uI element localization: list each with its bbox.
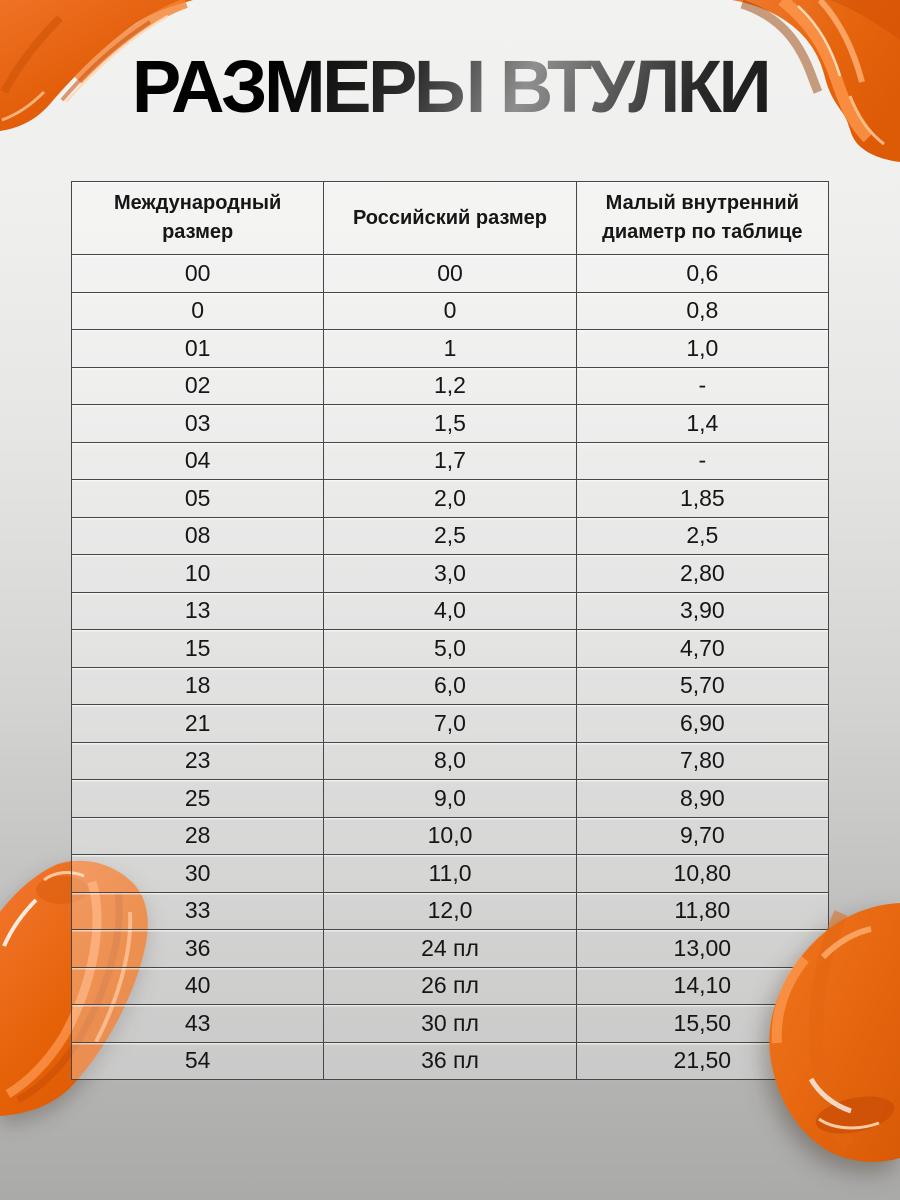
table-row: 03 1,5 1,4 <box>70 404 830 443</box>
table-cell: 26 пл <box>323 966 577 1005</box>
table-cell: 0,6 <box>575 254 830 293</box>
table-cell: 1,4 <box>575 404 830 443</box>
table-cell: 7,80 <box>575 741 830 780</box>
table-cell: 08 <box>70 516 325 555</box>
table-cell: 8,90 <box>575 779 830 818</box>
table-cell: 11,80 <box>575 891 830 930</box>
table-cell: 5,70 <box>575 666 830 705</box>
table-cell: 4,70 <box>575 629 830 668</box>
table-row: 21 7,0 6,90 <box>70 704 830 743</box>
table-cell: 18 <box>70 666 325 705</box>
table-cell: 11,0 <box>323 854 577 893</box>
table-cell: 7,0 <box>323 704 577 743</box>
table-cell: 0,8 <box>575 291 830 330</box>
table-cell: 2,80 <box>575 554 830 593</box>
table-cell: 25 <box>70 779 325 818</box>
table-cell: 00 <box>323 254 577 293</box>
table-cell: 0 <box>323 291 577 330</box>
table-cell: 2,5 <box>323 516 577 555</box>
table-row: 33 12,0 11,80 <box>70 891 830 930</box>
table-cell: 8,0 <box>323 741 577 780</box>
table-cell: 6,0 <box>323 666 577 705</box>
table-row: 54 36 пл 21,50 <box>70 1041 830 1080</box>
table-cell: 14,10 <box>575 966 830 1005</box>
table-cell: 21,50 <box>575 1041 830 1080</box>
column-header-russian-size: Российский размер <box>323 181 577 255</box>
table-row: 00 00 0,6 <box>70 254 830 293</box>
table-cell: - <box>575 366 830 405</box>
table-cell: 00 <box>70 254 325 293</box>
table-cell: 3,0 <box>323 554 577 593</box>
table-row: 23 8,0 7,80 <box>70 741 830 780</box>
table-row: 25 9,0 8,90 <box>70 779 830 818</box>
table-cell: 13,00 <box>575 929 830 968</box>
table-row: 30 11,0 10,80 <box>70 854 830 893</box>
table-cell: 05 <box>70 479 325 518</box>
table-cell: 0 <box>70 291 325 330</box>
table-cell: 15,50 <box>575 1004 830 1043</box>
size-table-header: Международный размер Российский размер М… <box>70 181 830 255</box>
table-row: 0 0 0,8 <box>70 291 830 330</box>
table-row: 28 10,0 9,70 <box>70 816 830 855</box>
table-row: 40 26 пл 14,10 <box>70 966 830 1005</box>
table-cell: 28 <box>70 816 325 855</box>
table-cell: 5,0 <box>323 629 577 668</box>
table-cell: 24 пл <box>323 929 577 968</box>
table-cell: 02 <box>70 366 325 405</box>
table-cell: 15 <box>70 629 325 668</box>
table-cell: 1,85 <box>575 479 830 518</box>
table-cell: 13 <box>70 591 325 630</box>
table-cell: 1,5 <box>323 404 577 443</box>
table-row: 04 1,7- <box>70 441 830 480</box>
page-title: РАЗМЕРЫ ВТУЛКИ <box>0 45 900 129</box>
table-cell: 1 <box>323 329 577 368</box>
table-row: 43 30 пл 15,50 <box>70 1004 830 1043</box>
table-cell: 21 <box>70 704 325 743</box>
table-cell: 1,7 <box>323 441 577 480</box>
table-cell: 33 <box>70 891 325 930</box>
table-row: 01 1 1,0 <box>70 329 830 368</box>
table-cell: 43 <box>70 1004 325 1043</box>
table-row: 10 3,0 2,80 <box>70 554 830 593</box>
table-cell: 01 <box>70 329 325 368</box>
table-row: 02 1,2- <box>70 366 830 405</box>
table-cell: 1,0 <box>575 329 830 368</box>
table-cell: 36 пл <box>323 1041 577 1080</box>
table-cell: 3,90 <box>575 591 830 630</box>
table-cell: 36 <box>70 929 325 968</box>
table-cell: 10,80 <box>575 854 830 893</box>
table-cell: 1,2 <box>323 366 577 405</box>
table-cell: 54 <box>70 1041 325 1080</box>
table-cell: 10,0 <box>323 816 577 855</box>
table-cell: 23 <box>70 741 325 780</box>
table-cell: 9,70 <box>575 816 830 855</box>
table-cell: 30 пл <box>323 1004 577 1043</box>
table-cell: 03 <box>70 404 325 443</box>
table-row: 18 6,0 5,70 <box>70 666 830 705</box>
table-cell: - <box>575 441 830 480</box>
table-cell: 10 <box>70 554 325 593</box>
column-header-inner-diameter: Малый внутренний диаметр по таблице <box>575 181 830 255</box>
column-header-international-size: Международный размер <box>70 181 325 255</box>
table-row: 15 5,0 4,70 <box>70 629 830 668</box>
table-row: 36 24 пл 13,00 <box>70 929 830 968</box>
table-cell: 2,0 <box>323 479 577 518</box>
table-cell: 40 <box>70 966 325 1005</box>
table-row: 05 2,0 1,85 <box>70 479 830 518</box>
size-table: Международный размер Российский размер М… <box>70 181 830 1080</box>
table-cell: 12,0 <box>323 891 577 930</box>
table-row: 08 2,5 2,5 <box>70 516 830 555</box>
table-row: 13 4,0 3,90 <box>70 591 830 630</box>
table-cell: 2,5 <box>575 516 830 555</box>
header-row: Международный размер Российский размер М… <box>70 181 830 255</box>
table-cell: 6,90 <box>575 704 830 743</box>
table-cell: 4,0 <box>323 591 577 630</box>
size-table-body: 00 00 0,6 0 0 0,8 01 1 1,0 02 1,2-03 1,5 1,4 04 1,7-05… <box>70 254 830 1080</box>
table-cell: 30 <box>70 854 325 893</box>
table-cell: 9,0 <box>323 779 577 818</box>
table-cell: 04 <box>70 441 325 480</box>
